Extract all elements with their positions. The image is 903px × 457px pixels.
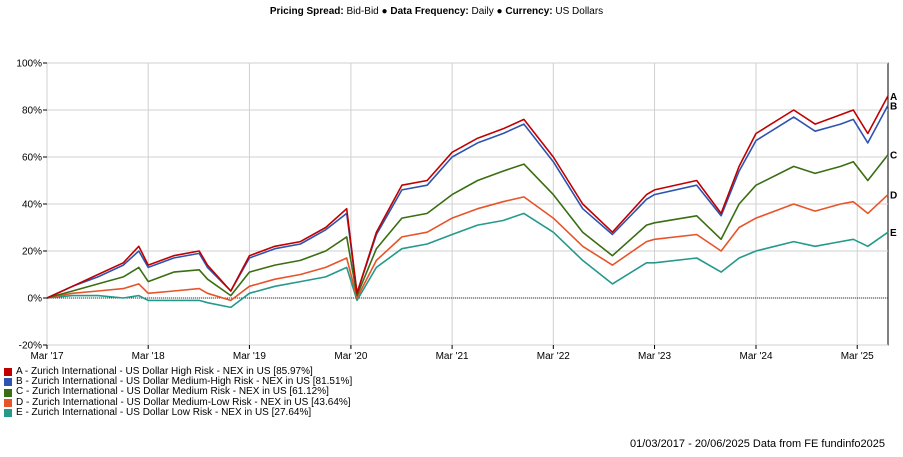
series-line-e bbox=[46, 212, 889, 309]
series-line-c bbox=[46, 154, 889, 299]
legend-swatch bbox=[4, 378, 12, 387]
series-line-b bbox=[46, 104, 889, 299]
x-tick-label: Mar '18 bbox=[132, 351, 165, 362]
series-line-a bbox=[46, 95, 889, 299]
y-tick-label: 100% bbox=[16, 59, 42, 70]
legend-label: A - Zurich International - US Dollar Hig… bbox=[16, 366, 313, 377]
performance-line-chart: -20% 0% 20% 40% 60% 80% 100% Mar '17 Mar '18 Mar … bbox=[16, 59, 897, 363]
separator-dot: ● bbox=[496, 6, 503, 17]
pricing-spread-label: Pricing Spread: bbox=[269, 6, 344, 17]
series-end-label-c: C bbox=[890, 151, 897, 162]
x-tick-label: Mar '17 bbox=[30, 351, 63, 362]
y-tick-label: 80% bbox=[22, 106, 42, 117]
x-tick-label: Mar '25 bbox=[841, 351, 874, 362]
data-frequency-label: Data Frequency: bbox=[390, 6, 469, 17]
legend-item-e[interactable]: E - Zurich International - US Dollar Low… bbox=[4, 406, 352, 418]
currency-value: US Dollars bbox=[555, 6, 604, 17]
legend-label: C - Zurich International - US Dollar Med… bbox=[16, 386, 329, 398]
series-end-label-e: E bbox=[890, 228, 897, 239]
legend-label: B - Zurich International - US Dollar Med… bbox=[16, 376, 353, 388]
x-tick-label: Mar '23 bbox=[638, 351, 671, 362]
x-tick-label: Mar '24 bbox=[739, 351, 772, 362]
legend-item-c[interactable]: C - Zurich International - US Dollar Med… bbox=[4, 387, 352, 397]
pricing-spread-value: Bid-Bid bbox=[346, 6, 379, 17]
legend-swatch bbox=[4, 398, 12, 407]
grid-layer bbox=[46, 62, 889, 346]
x-tick-label: Mar '22 bbox=[537, 351, 570, 362]
data-frequency-value: Daily bbox=[471, 6, 494, 17]
legend-swatch bbox=[4, 368, 12, 377]
axis-layer: -20% 0% 20% 40% 60% 80% 100% Mar '17 Mar '18 Mar … bbox=[16, 59, 888, 362]
x-tick-label: Mar '20 bbox=[334, 351, 367, 362]
x-tick-label: Mar '21 bbox=[436, 351, 469, 362]
series-end-label-d: D bbox=[890, 191, 897, 202]
legend-swatch bbox=[4, 388, 12, 397]
series-layer bbox=[46, 95, 889, 309]
x-tick-label: Mar '19 bbox=[233, 351, 266, 362]
y-tick-label: 0% bbox=[28, 294, 43, 305]
series-line-d bbox=[46, 194, 889, 302]
legend-item-d[interactable]: D - Zurich International - US Dollar Med… bbox=[4, 396, 352, 408]
legend-label: E - Zurich International - US Dollar Low… bbox=[16, 406, 312, 418]
y-tick-label: -20% bbox=[19, 341, 42, 352]
chart-legend: A - Zurich International - US Dollar Hig… bbox=[4, 366, 353, 418]
chart-footer: 01/03/2017 - 20/06/2025 Data from FE fun… bbox=[629, 438, 885, 450]
legend-label: D - Zurich International - US Dollar Med… bbox=[16, 396, 351, 408]
chart-header: Pricing Spread: Bid-Bid ● Data Frequency… bbox=[0, 6, 873, 17]
series-end-label-a: A bbox=[890, 92, 897, 103]
y-tick-label: 40% bbox=[22, 200, 42, 211]
y-tick-label: 20% bbox=[22, 247, 42, 258]
legend-item-a[interactable]: A - Zurich International - US Dollar Hig… bbox=[4, 366, 352, 377]
currency-label: Currency: bbox=[505, 6, 553, 17]
y-tick-label: 60% bbox=[22, 153, 42, 164]
separator-dot: ● bbox=[381, 6, 388, 17]
series-end-label-b: B bbox=[890, 101, 897, 112]
end-label-layer: AB C D E bbox=[890, 92, 897, 239]
legend-item-b[interactable]: B - Zurich International - US Dollar Med… bbox=[4, 376, 353, 388]
legend-swatch bbox=[4, 408, 12, 417]
